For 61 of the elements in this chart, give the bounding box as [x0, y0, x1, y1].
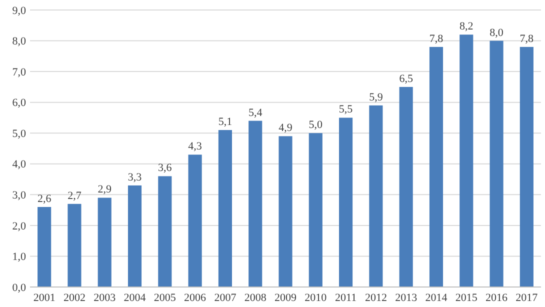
- data-label: 2,9: [98, 184, 112, 196]
- data-label: 7,8: [520, 32, 534, 45]
- data-label: 3,3: [128, 171, 142, 184]
- data-label: 4,3: [188, 140, 202, 153]
- bar: [278, 136, 292, 287]
- data-label: 2,7: [68, 190, 82, 202]
- data-label: 5,0: [308, 119, 324, 132]
- y-tick-label: 9,0: [12, 4, 26, 17]
- bar: [369, 105, 383, 287]
- x-tick-label: 2003: [94, 292, 116, 304]
- x-tick-label: 2014: [425, 292, 448, 304]
- bar: [38, 206, 52, 287]
- y-tick-label: 0,0: [12, 282, 26, 294]
- data-label: 5,9: [369, 91, 384, 104]
- x-tick-label: 2001: [33, 292, 56, 304]
- data-label: 6,5: [399, 72, 414, 85]
- y-tick-label: 2,0: [12, 220, 26, 232]
- data-label: 3,6: [158, 162, 172, 174]
- x-tick-label: 2008: [244, 292, 267, 304]
- bar: [98, 198, 112, 287]
- bar: [460, 34, 474, 287]
- data-label: 8,0: [490, 26, 504, 39]
- x-tick-label: 2002: [63, 292, 86, 304]
- bar: [68, 204, 82, 287]
- bar: [520, 46, 534, 287]
- bar: [218, 130, 232, 287]
- bar: [188, 154, 202, 287]
- bar: [248, 120, 262, 287]
- x-tick-label: 2007: [214, 292, 237, 304]
- y-tick-label: 8,0: [12, 36, 26, 48]
- bar: [308, 133, 322, 287]
- y-tick-label: 5,0: [12, 128, 26, 140]
- bar: [490, 40, 504, 287]
- x-tick-label: 2004: [124, 292, 146, 304]
- x-tick-label: 2005: [154, 292, 176, 304]
- data-label: 8,2: [460, 20, 474, 33]
- data-label: 7,8: [429, 32, 444, 45]
- x-tick-label: 2013: [395, 292, 418, 304]
- data-label: 5,1: [218, 116, 232, 128]
- x-tick-label: 2015: [455, 292, 478, 304]
- y-tick-label: 1,0: [12, 251, 26, 264]
- y-tick-label: 7,0: [12, 66, 26, 78]
- x-tick-label: 2011: [335, 292, 357, 304]
- bar: [128, 185, 142, 287]
- data-label: 5,5: [338, 104, 354, 116]
- x-tick-label: 2016: [486, 292, 508, 304]
- y-tick-label: 3,0: [12, 190, 26, 202]
- y-tick-label: 4,0: [12, 158, 26, 171]
- x-tick-label: 2017: [516, 292, 538, 304]
- x-tick-label: 2012: [364, 292, 387, 304]
- x-tick-label: 2009: [274, 292, 297, 304]
- data-label: 4,9: [278, 122, 293, 134]
- data-label: 5,4: [248, 106, 263, 119]
- bar: [158, 176, 172, 287]
- y-tick-label: 6,0: [12, 97, 26, 110]
- x-tick-label: 2010: [304, 292, 328, 304]
- bar: [339, 118, 353, 287]
- bar: [399, 86, 413, 287]
- x-tick-label: 2006: [184, 292, 207, 304]
- data-label: 2,6: [37, 192, 52, 205]
- bar: [429, 46, 444, 287]
